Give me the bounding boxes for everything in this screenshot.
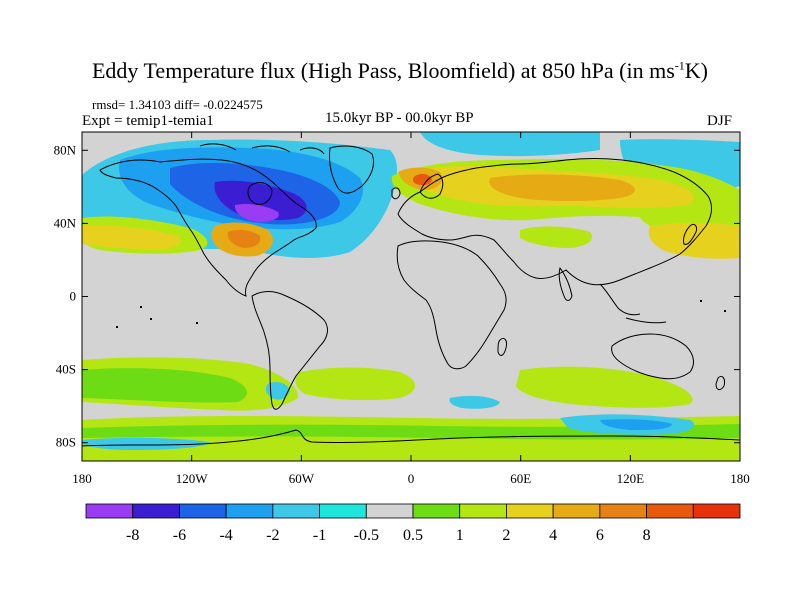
lon-tick-label: 180: [730, 471, 750, 486]
lon-tick-label: 120W: [176, 471, 209, 486]
lat-tick-label: 80S: [56, 435, 76, 450]
colorbar-label: -4: [219, 527, 232, 544]
coastline-new-zealand: [715, 375, 725, 391]
title-main: Eddy Temperature flux (High Pass, Bloomf…: [91, 58, 675, 83]
colorbar-swatch: [552, 503, 601, 519]
island-dots: [116, 300, 726, 328]
colorbar-swatch: [272, 503, 320, 519]
negative-anomaly-minimum: [234, 203, 279, 222]
experiment-label: Expt = temip1-temia1: [82, 113, 214, 129]
lon-tick-label: 180: [72, 471, 92, 486]
colorbar-label: -2: [266, 527, 279, 544]
period-label: 15.0kyr BP - 00.0kyr BP: [325, 110, 474, 126]
lon-tick-label: 0: [408, 471, 415, 486]
negative-anomaly-south: [82, 382, 695, 450]
lat-tick-label: 40N: [54, 215, 77, 230]
negative-anomaly-arctic: [420, 132, 600, 157]
coastlines: [82, 143, 740, 447]
colorbar-swatch: [85, 503, 134, 519]
colorbar-swatch: [459, 503, 507, 519]
colorbar-label: -6: [173, 527, 186, 544]
latitude-axis: 80N 40N 0 40S 80S: [54, 142, 740, 450]
negative-anomaly-south-indian: [449, 395, 500, 409]
coastline-southeast-asia: [599, 283, 667, 324]
coastline-japan: [683, 223, 697, 245]
colorbar-swatch: [225, 503, 274, 519]
colorbar-label: 0.5: [403, 527, 423, 544]
colorbar-label: -8: [126, 527, 139, 544]
colorbar-swatch: [599, 503, 647, 519]
colorbar-label: 2: [502, 527, 510, 544]
lat-tick-label: 0: [70, 289, 77, 304]
colorbar-label: -0.5: [354, 527, 379, 544]
positive-anomaly-south-pacific-inner: [82, 368, 248, 403]
lon-tick-label: 120E: [617, 471, 645, 486]
lon-tick-label: 60W: [289, 471, 315, 486]
colorbar-label: 4: [549, 527, 557, 544]
colorbar-swatch: [179, 503, 227, 519]
colorbar-swatch: [692, 503, 741, 519]
lon-tick-label: 60E: [510, 471, 531, 486]
positive-anomaly-central-asia: [520, 226, 592, 248]
title-superscript: -1: [674, 58, 685, 73]
negative-anomaly-south-pacific: [82, 437, 210, 450]
negative-anomaly-southern-ocean-core: [600, 419, 672, 430]
colorbar-label: -1: [313, 527, 326, 544]
coastline-south-america: [251, 291, 328, 410]
colorbar-swatch: [506, 503, 554, 519]
positive-anomaly-south-indian: [516, 366, 693, 408]
positive-anomaly-southeast-us-core: [227, 229, 261, 248]
coastline-arctic-islands: [199, 143, 325, 155]
title-tail: K): [684, 58, 708, 83]
coastline-hudson-bay: [247, 182, 273, 205]
longitude-axis: 180 120W 60W 0 60E 120E 180: [72, 132, 750, 486]
coastline-africa: [396, 240, 507, 370]
coastline-north-america: [99, 158, 317, 297]
colorbar-swatch: [132, 503, 180, 519]
colorbar-swatch: [365, 503, 414, 519]
lat-tick-label: 80N: [54, 142, 77, 157]
coastline-greenland: [329, 145, 375, 194]
coastline-british-isles: [391, 187, 401, 200]
positive-anomaly-north-pacific-core: [82, 225, 182, 250]
colorbar: -8 -6 -4 -2 -1 -0.5 0.5 1 2 4 6 8: [85, 503, 741, 544]
map-panel: [82, 132, 740, 461]
colorbar-swatch: [646, 503, 694, 519]
colorbar-swatch: [412, 503, 461, 519]
positive-anomaly-scandinavia-core: [412, 173, 432, 186]
colorbar-label: 8: [643, 527, 651, 544]
coastline-eurasia: [397, 158, 713, 286]
positive-anomaly-east-asia: [648, 223, 740, 259]
coastline-madagascar: [497, 337, 507, 356]
coastline-antarctica: [82, 429, 740, 447]
season-label: DJF: [707, 113, 733, 129]
coastline-scandinavia: [419, 173, 444, 199]
colorbar-label: 6: [596, 527, 604, 544]
stats-text: rmsd= 1.34103 diff= -0.0224575: [92, 97, 263, 112]
colorbar-label: 1: [456, 527, 464, 544]
coastline-australia: [611, 333, 694, 380]
positive-anomaly-east-asia-green: [640, 213, 740, 226]
positive-anomaly-south-atlantic: [295, 367, 415, 401]
positive-anomaly-eurasia-core: [489, 174, 635, 201]
lat-tick-label: 40S: [56, 362, 76, 377]
chart-title: Eddy Temperature flux (High Pass, Bloomf…: [0, 58, 800, 84]
colorbar-swatch: [319, 503, 367, 519]
negative-anomaly-patagonia: [265, 382, 290, 400]
coastline-india: [558, 266, 573, 301]
